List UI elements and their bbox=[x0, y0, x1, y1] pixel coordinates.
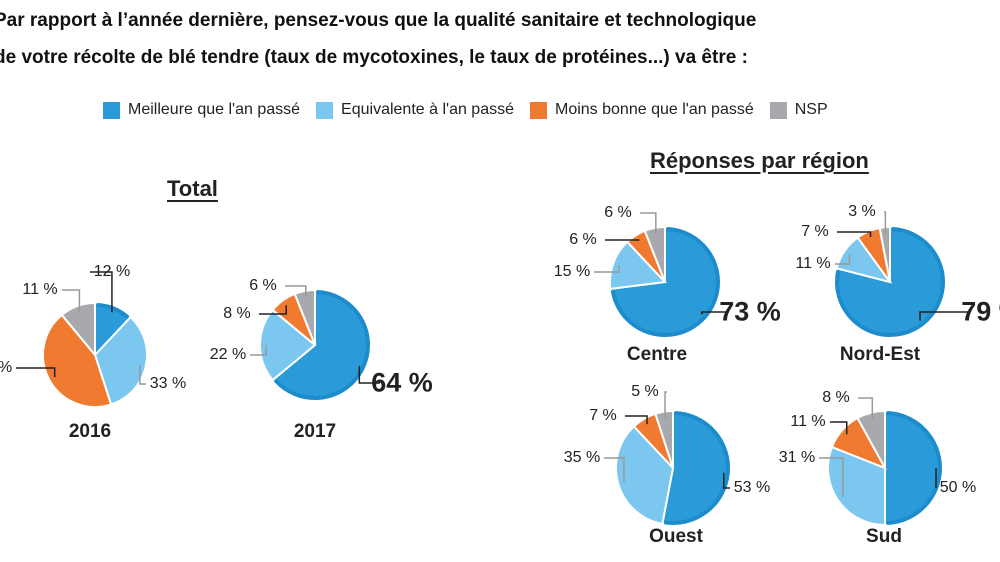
pie-slice bbox=[60, 301, 96, 358]
data-label: 6 % bbox=[569, 231, 597, 248]
data-label: 31 % bbox=[778, 449, 816, 466]
data-label: 73 % bbox=[719, 296, 781, 327]
leader-line bbox=[723, 472, 730, 489]
legend-swatch bbox=[530, 101, 547, 119]
leader-line bbox=[139, 365, 146, 385]
chart-title-line1: Par rapport à l’année dernière, pensez-v… bbox=[0, 10, 757, 31]
data-label: 35 % bbox=[563, 449, 601, 466]
leader-line bbox=[605, 239, 640, 241]
leader-line bbox=[830, 421, 848, 435]
pie-slice bbox=[884, 409, 943, 527]
pie-slice bbox=[856, 409, 886, 469]
data-label: 33 % bbox=[149, 375, 187, 392]
leader-line bbox=[701, 311, 728, 315]
chart-title-line2: de votre récolte de blé tendre (taux de … bbox=[0, 47, 748, 68]
leader-line bbox=[16, 367, 56, 378]
pie-slice-rim bbox=[886, 411, 943, 525]
data-label: 64 % bbox=[371, 367, 433, 398]
pie-slice-rim bbox=[835, 227, 945, 337]
data-label: 11 % bbox=[790, 413, 826, 430]
leader-line bbox=[664, 391, 667, 418]
data-label: 15 % bbox=[553, 263, 591, 280]
pie-slice-rim bbox=[664, 411, 730, 525]
legend-swatch bbox=[103, 101, 120, 119]
pie-title: Ouest bbox=[649, 526, 703, 547]
pie-title: Sud bbox=[866, 526, 902, 547]
pie-slice bbox=[643, 225, 666, 283]
data-label: 7 % bbox=[589, 407, 617, 424]
leader-line bbox=[625, 415, 648, 425]
leader-line bbox=[835, 254, 851, 265]
data-label: 3 % bbox=[848, 203, 876, 220]
legend-item-meilleure: Meilleure que l'an passé bbox=[103, 101, 300, 119]
pie-slice bbox=[293, 288, 316, 346]
legend-label: Meilleure que l'an passé bbox=[128, 101, 301, 118]
leader-line bbox=[819, 457, 844, 497]
data-label: 22 % bbox=[209, 346, 247, 363]
data-label: 50 % bbox=[939, 479, 977, 496]
pie-slice bbox=[93, 315, 148, 406]
pie-slice bbox=[42, 313, 113, 408]
pie-title: 2017 bbox=[293, 421, 337, 442]
leader-line bbox=[604, 457, 625, 483]
legend-label: Moins bonne que l'an passé bbox=[555, 101, 754, 118]
data-label: 11 % bbox=[795, 255, 831, 272]
leader-line bbox=[640, 212, 657, 234]
pie-title: 2016 bbox=[68, 421, 112, 442]
pie-slice-rim bbox=[610, 227, 720, 337]
data-label: 8 % bbox=[223, 305, 251, 322]
legend-label: Equivalente à l'an passé bbox=[341, 101, 514, 118]
data-label: 6 % bbox=[604, 204, 632, 221]
pie-slice bbox=[615, 425, 675, 526]
data-label: 6 % bbox=[249, 277, 277, 294]
pie-slice bbox=[654, 409, 674, 469]
data-label: 44 % bbox=[0, 359, 12, 377]
legend-item-equivalente: Equivalente à l'an passé bbox=[316, 101, 514, 119]
pie-title: Nord-Est bbox=[839, 344, 921, 365]
leader-line bbox=[919, 311, 970, 321]
data-label: 53 % bbox=[733, 479, 771, 496]
legend-item-moins-bonne: Moins bonne que l'an passé bbox=[530, 101, 754, 119]
legend-label: NSP bbox=[794, 101, 828, 118]
leader-line bbox=[594, 265, 620, 273]
pie-slice bbox=[609, 240, 668, 291]
pie-slice-rim bbox=[273, 290, 370, 400]
leader-line bbox=[285, 285, 307, 297]
leader-line bbox=[837, 231, 872, 238]
legend-swatch bbox=[316, 101, 334, 119]
data-label: 7 % bbox=[801, 223, 829, 240]
leader-line bbox=[884, 211, 887, 234]
leader-line bbox=[358, 365, 380, 384]
leader-line bbox=[259, 305, 287, 315]
data-label: 79 % bbox=[961, 296, 1000, 327]
leader-line bbox=[858, 397, 874, 419]
pie-slice-rim bbox=[96, 303, 130, 320]
leader-line bbox=[62, 289, 81, 312]
legend: Meilleure que l'an passé Equivalente à l… bbox=[103, 101, 828, 119]
pie-title: Centre bbox=[626, 344, 688, 365]
legend-item-nsp: NSP bbox=[769, 101, 828, 119]
legend-swatch bbox=[769, 101, 787, 119]
data-label: 5 % bbox=[631, 383, 659, 400]
section-title-regions: Réponses par région bbox=[650, 148, 869, 173]
data-label: 11 % bbox=[22, 281, 58, 298]
data-label: 8 % bbox=[822, 389, 850, 406]
data-label: 12 % bbox=[93, 263, 131, 280]
leader-line bbox=[90, 271, 113, 313]
leader-line bbox=[250, 345, 267, 356]
section-title-total: Total bbox=[167, 176, 218, 201]
